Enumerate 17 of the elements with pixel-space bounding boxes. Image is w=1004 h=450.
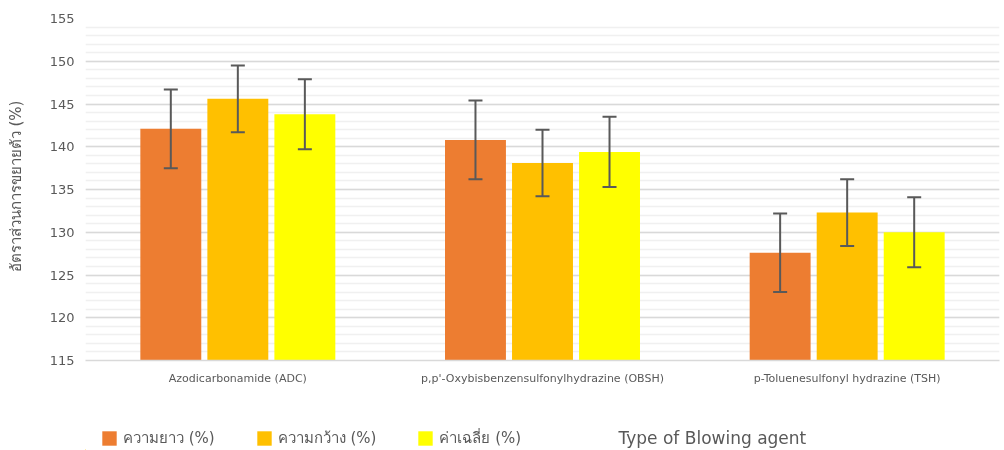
- y-tick-label: 130: [49, 224, 75, 240]
- y-tick-label: 145: [49, 96, 75, 112]
- y-tick-label: 150: [49, 53, 75, 69]
- y-tick-label: 140: [49, 139, 75, 155]
- y-tick-label: 125: [49, 267, 75, 283]
- x-tick-label: p,p'-Oxybisbenzensulfonylhydrazine (OBSH): [421, 371, 664, 385]
- y-tick-label: 115: [49, 353, 75, 368]
- y-axis-title: อัตราส่วนการขยายตัว (%): [6, 100, 25, 273]
- legend-label: ความยาว (%): [123, 428, 215, 449]
- y-tick-label: 155: [49, 11, 75, 26]
- x-tick-label: Azodicarbonamide (ADC): [168, 371, 307, 385]
- legend-label: ความกว้าง (%): [277, 428, 377, 449]
- x-tick-label: p-Toluenesulfonyl hydrazine (TSH): [753, 371, 941, 385]
- x-axis-title: Type of Blowing agent: [617, 427, 807, 448]
- y-tick-label: 120: [49, 310, 75, 326]
- legend-label: ค่าเฉลี่ย (%): [439, 427, 522, 449]
- y-tick-label: 135: [49, 182, 75, 197]
